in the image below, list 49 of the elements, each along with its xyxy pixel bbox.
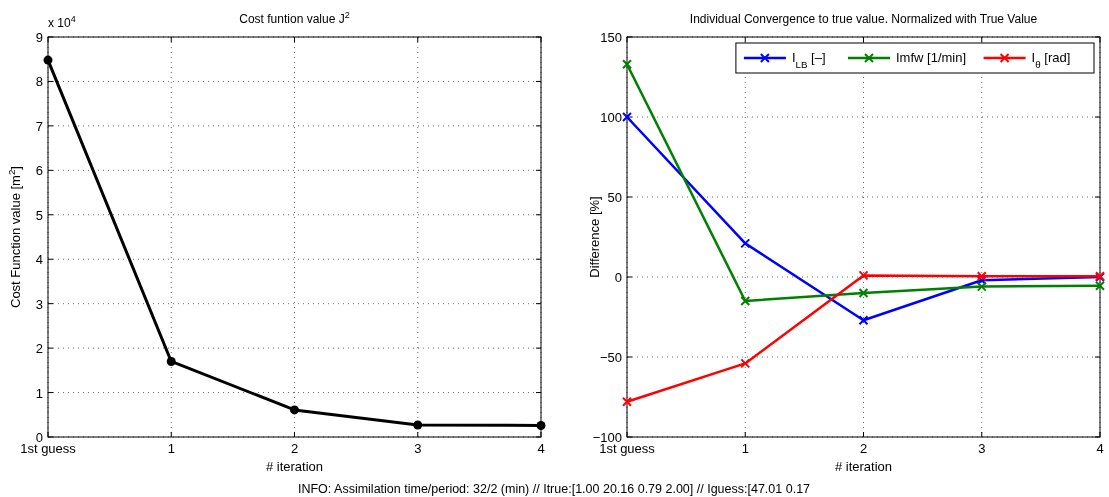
legend-label: I$_{θ}$ [rad] <box>1031 50 1071 70</box>
point <box>622 59 632 70</box>
point <box>536 420 546 430</box>
point <box>622 112 632 122</box>
x-tick-label: 1 <box>741 441 749 456</box>
point <box>976 271 987 282</box>
legend-label: Imfw [1/min] <box>896 50 967 65</box>
point <box>43 55 53 65</box>
y-tick-label: −50 <box>599 350 622 365</box>
y-tick-label: 3 <box>35 296 43 312</box>
x-axis-title: # iteration <box>265 459 324 474</box>
point <box>976 281 987 292</box>
y-tick-label: 2 <box>35 341 43 357</box>
chart-title: Cost funtion value J$^{2}$ <box>239 10 350 26</box>
y-tick-label: 5 <box>35 207 43 223</box>
point <box>858 315 869 326</box>
y-tick-label: 9 <box>35 30 43 45</box>
y-tick-label: 4 <box>35 252 43 268</box>
y-tick-label: 150 <box>600 30 622 45</box>
y-tick-label: 0 <box>614 270 622 285</box>
y-axis-title: Difference [%] <box>587 196 602 278</box>
text: INFO: Assimilation time/period: 32/2 (min) // Itrue:[1.00 20.16 0.79 2.00] // Iguess:[47.01 0.17 <box>297 482 811 496</box>
x-tick-label: 2 <box>290 441 299 456</box>
point <box>858 288 869 298</box>
x-axis-title: # iteration <box>834 459 893 474</box>
point <box>740 296 751 306</box>
point <box>413 420 423 430</box>
y-tick-label: 6 <box>35 163 43 179</box>
y-tick-label: 50 <box>607 190 622 205</box>
x-tick-label: 1 <box>167 441 175 456</box>
point <box>290 405 299 415</box>
legend-label: I$_{LB}$ [–] <box>791 50 826 70</box>
y-tick-label: 7 <box>35 118 43 134</box>
point <box>740 238 751 249</box>
point <box>858 270 869 281</box>
y-tick-label: 8 <box>35 74 43 90</box>
x-tick-label: 4 <box>537 441 545 456</box>
x-tick-label: 3 <box>978 441 986 456</box>
y-tick-label: 1 <box>35 385 43 401</box>
chart-title: Individual Convergence to true value. Normalized with True Value <box>689 12 1038 26</box>
point <box>1095 280 1105 291</box>
x-tick-label: 2 <box>859 441 868 456</box>
x-tick-label: 4 <box>1096 441 1104 456</box>
x-tick-label: 3 <box>414 441 422 456</box>
text: x 10$^{4}$ <box>48 14 76 30</box>
point <box>740 358 751 369</box>
y-tick-label: 100 <box>600 110 622 125</box>
point <box>622 396 632 407</box>
point <box>166 356 176 366</box>
